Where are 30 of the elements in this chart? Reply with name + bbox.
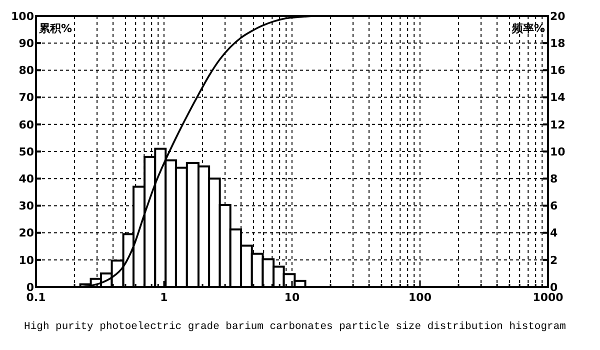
y-tick-label: 60: [18, 118, 34, 132]
y2-axis-title: 频率%: [510, 22, 545, 35]
y2-tick-label: 18: [550, 36, 566, 50]
y2-tick-label: 4: [550, 226, 558, 240]
y2-tick-label: 20: [550, 10, 566, 23]
y-tick-label: 10: [18, 254, 34, 267]
y-tick-label: 70: [18, 91, 34, 104]
y2-tick-label: 10: [550, 145, 566, 158]
y-tick-label: 90: [18, 36, 34, 50]
x-tick-label: 10: [284, 291, 300, 304]
y2-tick-label: 16: [550, 64, 566, 78]
y-tick-label: 30: [18, 200, 34, 213]
y-tick-label: 100: [11, 10, 34, 23]
y2-tick-label: 2: [550, 254, 558, 267]
text: High purity photoelectric grade barium carbonates particle size distribution histogram: [24, 321, 566, 333]
y2-tick-label: 6: [550, 200, 558, 213]
y-tick-label: 80: [18, 64, 34, 78]
y-tick-label: 20: [18, 226, 34, 240]
x-tick-label: 1: [160, 291, 168, 304]
x-tick-label: 1000: [532, 291, 564, 304]
y-tick-label: 0: [26, 280, 34, 294]
y2-tick-label: 14: [550, 91, 566, 104]
x-tick-label: 100: [408, 291, 432, 304]
x-tick-label: 0.1: [26, 291, 46, 304]
y2-tick-label: 0: [550, 280, 558, 294]
y2-tick-label: 12: [550, 118, 566, 132]
y-axis-title: 累积%: [38, 22, 72, 35]
y-tick-label: 40: [18, 172, 34, 186]
y-tick-label: 50: [18, 145, 34, 158]
y2-tick-label: 8: [550, 172, 558, 186]
